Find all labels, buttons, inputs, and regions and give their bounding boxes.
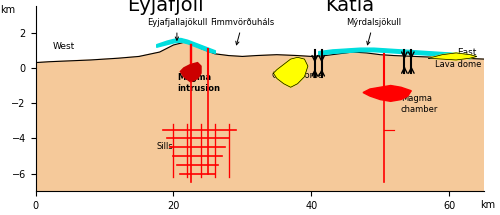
Text: West: West [53,42,75,51]
Text: East: East [458,48,477,57]
Text: Katla: Katla [326,0,374,15]
Text: Eyjafjallajökull: Eyjafjallajökull [146,18,207,40]
Polygon shape [428,53,477,60]
Polygon shape [363,86,412,101]
Text: Fimmvörðuháls: Fimmvörðuháls [210,18,274,45]
Text: Sills: Sills [156,142,173,151]
Polygon shape [274,57,308,87]
Text: km: km [480,200,496,210]
Text: Lava dome: Lava dome [436,60,482,69]
Text: km: km [0,5,16,15]
Text: Magma
intrusion: Magma intrusion [177,73,220,93]
Text: Eyjafjöll: Eyjafjöll [126,0,204,15]
Text: Magma
chamber: Magma chamber [401,94,438,114]
Text: Mýrdalsjökull: Mýrdalsjökull [346,18,401,45]
Polygon shape [36,41,484,191]
Text: Cryptodome: Cryptodome [272,71,324,80]
Polygon shape [180,63,201,82]
